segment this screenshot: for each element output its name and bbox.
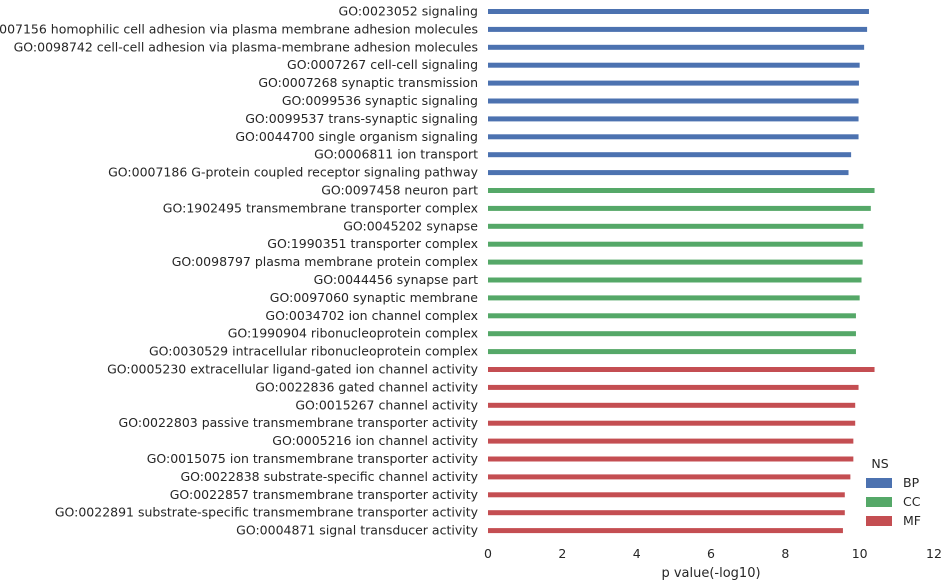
x-tick-label: 8: [781, 546, 789, 561]
legend-swatch: [866, 478, 892, 488]
category-label: GO:0005230 extracellular ligand-gated io…: [107, 362, 479, 377]
category-label: GO:1990904 ribonucleoprotein complex: [228, 326, 478, 341]
category-label: GO:0022857 transmembrane transporter act…: [170, 487, 479, 502]
legend-swatch: [866, 497, 892, 507]
category-label: GO:0015267 channel activity: [295, 397, 478, 412]
category-label: GO:0023052 signaling: [339, 4, 478, 19]
category-label: GO:0097458 neuron part: [321, 183, 478, 198]
bar: [488, 170, 849, 176]
bar: [488, 188, 875, 193]
bar: [488, 331, 856, 337]
bar: [488, 438, 854, 444]
category-label: GO:0007267 cell-cell signaling: [287, 57, 478, 72]
bar: [488, 402, 856, 408]
category-label: GO:0098797 plasma membrane protein compl…: [172, 254, 478, 269]
bar: [488, 384, 859, 390]
x-tick-label: 4: [633, 546, 641, 561]
category-label: GO:0022838 substrate-specific channel ac…: [180, 469, 478, 484]
category-label: GO:0005216 ion channel activity: [272, 433, 478, 448]
bar: [488, 134, 859, 140]
category-label: GO:0007268 synaptic transmission: [258, 75, 478, 90]
bar: [488, 44, 865, 50]
category-label: GO:0034702 ion channel complex: [265, 308, 478, 323]
bar: [488, 367, 875, 372]
legend-label: BP: [903, 475, 920, 490]
bar: [488, 456, 854, 462]
bar: [488, 241, 863, 247]
category-label: GO:0022891 substrate-specific transmembr…: [55, 505, 479, 520]
bar: [488, 295, 860, 301]
x-tick-label: 10: [852, 546, 868, 561]
bar: [488, 223, 864, 229]
bar: [488, 313, 856, 319]
category-label: GO:0097060 synaptic membrane: [270, 290, 479, 305]
category-label: GO:0007156 homophilic cell adhesion via …: [0, 21, 478, 36]
category-label: GO:0030529 intracellular ribonucleoprote…: [149, 344, 478, 359]
legend: NS BP CC MF: [866, 456, 921, 528]
category-label: GO:1990351 transporter complex: [267, 236, 478, 251]
bar: [488, 116, 859, 122]
x-tick-label: 0: [484, 546, 492, 561]
bar: [488, 98, 859, 104]
category-label: GO:0022836 gated channel activity: [255, 379, 478, 394]
legend-label: CC: [903, 494, 921, 509]
category-label: GO:0015075 ion transmembrane transporter…: [147, 451, 479, 466]
category-label: GO:1902495 transmembrane transporter com…: [163, 200, 478, 215]
category-label: GO:0007186 G-protein coupled receptor si…: [108, 165, 479, 180]
bar: [488, 510, 845, 516]
category-label: GO:0044456 synapse part: [314, 272, 478, 287]
category-label: GO:0022803 passive transmembrane transpo…: [119, 415, 479, 430]
bar: [488, 492, 845, 498]
x-tick-label: 2: [558, 546, 566, 561]
category-label: GO:0006811 ion transport: [314, 147, 478, 162]
bar: [488, 420, 856, 426]
category-label: GO:0045202 synapse: [343, 218, 478, 233]
x-tick-label: 6: [707, 546, 715, 561]
legend-swatch: [866, 516, 892, 526]
category-label: GO:0099536 synaptic signaling: [282, 93, 478, 108]
x-tick-label: 12: [926, 546, 942, 561]
category-label: GO:0044700 single organism signaling: [235, 129, 478, 144]
legend-label: MF: [903, 513, 921, 528]
legend-entries: BP CC MF: [866, 475, 921, 528]
bar: [488, 205, 871, 211]
bar: [488, 80, 859, 86]
bar: [488, 277, 862, 283]
legend-title: NS: [871, 456, 888, 471]
category-labels: GO:0023052 signaling GO:0007156 homophili…: [0, 4, 479, 538]
bar: [488, 259, 863, 265]
x-axis-title: p value(-log10): [661, 566, 760, 581]
bar: [488, 349, 856, 355]
category-label: GO:0004871 signal transducer activity: [236, 523, 478, 538]
category-label: GO:0098742 cell-cell adhesion via plasma…: [14, 39, 478, 54]
bars-layer: [488, 9, 875, 534]
bar: [488, 152, 852, 158]
bar: [488, 9, 869, 14]
bar: [488, 62, 860, 68]
bar: [488, 26, 868, 32]
bar: [488, 528, 843, 534]
x-axis-ticks: 0 2 4 6 8 10 12: [484, 546, 942, 561]
category-label: GO:0099537 trans-synaptic signaling: [245, 111, 478, 126]
bar: [488, 474, 851, 480]
